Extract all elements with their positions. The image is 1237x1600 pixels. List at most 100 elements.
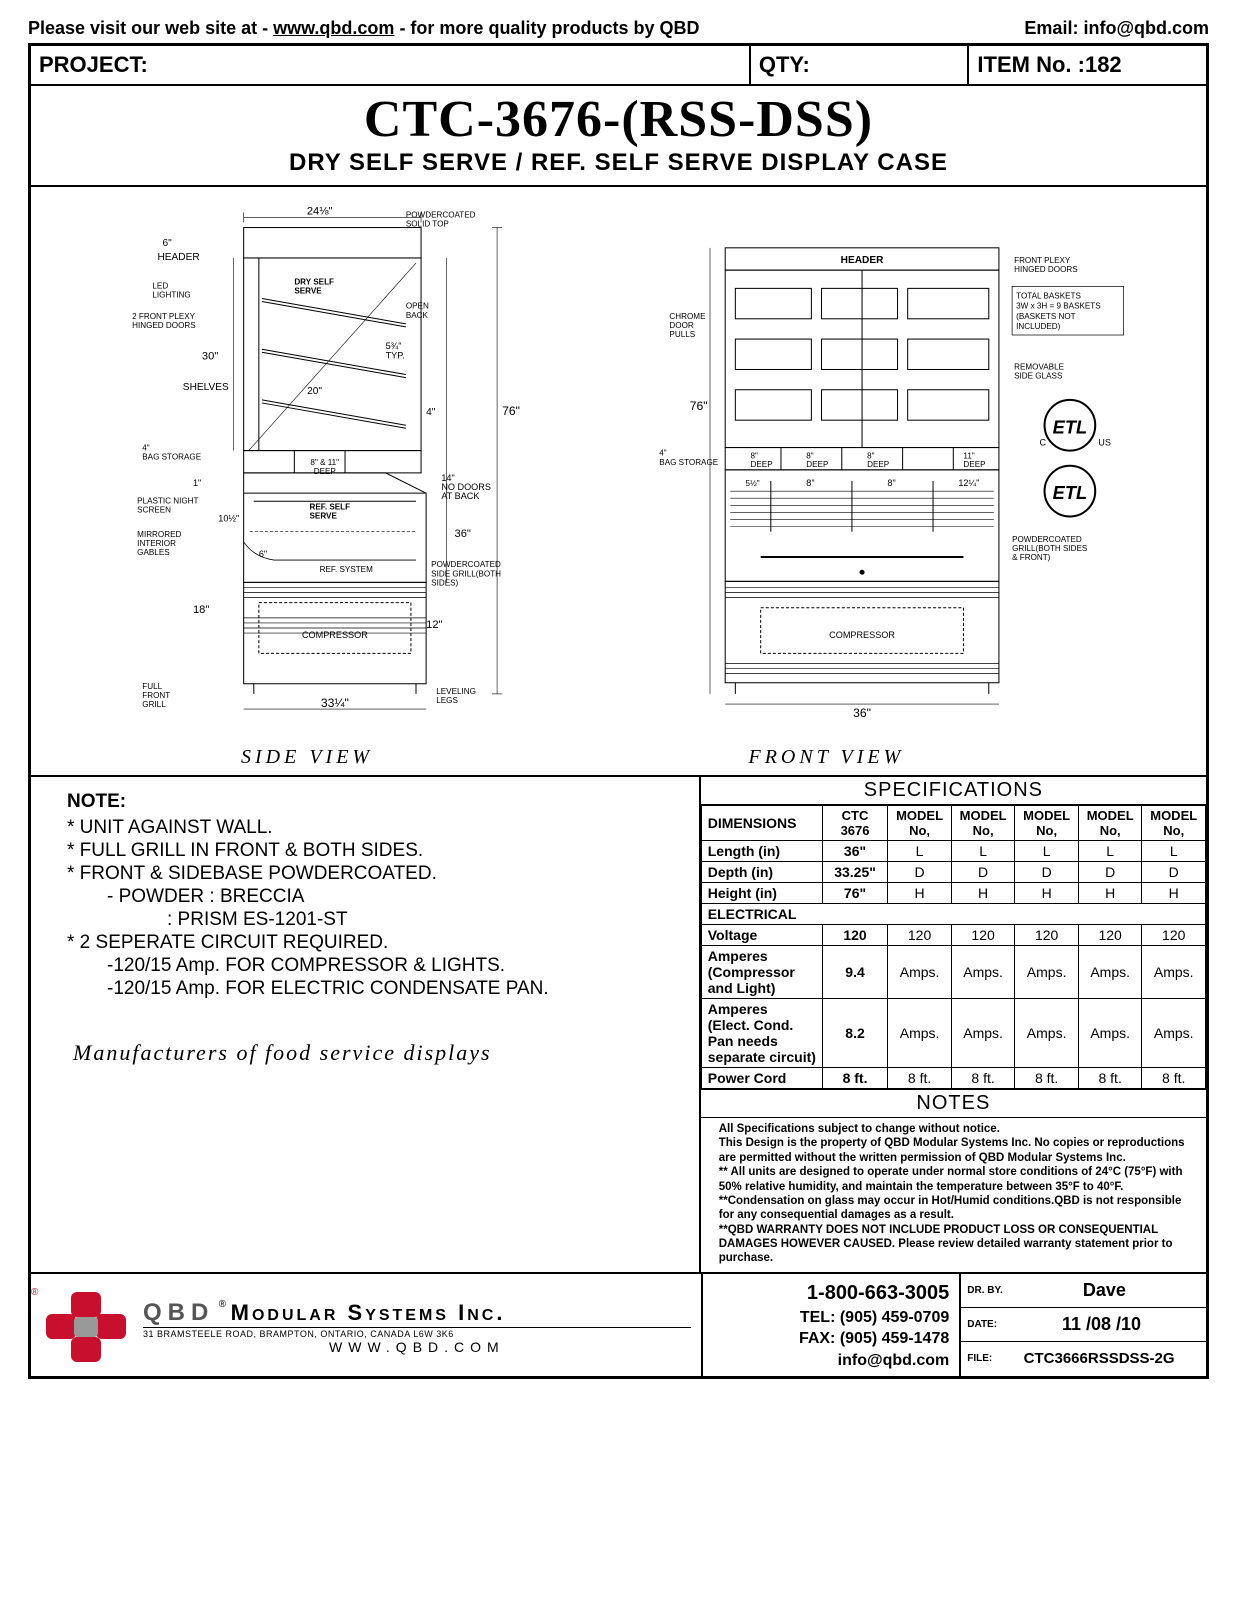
lbl-refsys: REF. SYSTEM <box>320 565 373 574</box>
title-block: CTC-3676-(RSS-DSS) DRY SELF SERVE / REF.… <box>31 86 1206 187</box>
company-web: WWW.QBD.COM <box>143 1339 691 1355</box>
lbl-18: 18" <box>193 604 209 616</box>
svg-text:ETL: ETL <box>1052 416 1086 437</box>
company-address: 31 BRAMSTEELE ROAD, BRAMPTON, ONTARIO, C… <box>143 1327 691 1339</box>
phone-tel: TEL: (905) 459-0709 <box>713 1307 950 1329</box>
lbl-8a: 8" <box>806 478 814 488</box>
lbl-3325: 33¼" <box>321 696 349 710</box>
lbl-compressor: COMPRESSOR <box>302 630 368 640</box>
lbl-top: POWDERCOATEDSOLID TOP <box>406 210 476 228</box>
spec-column: SPECIFICATIONS DIMENSIONS CTC 3676 MODEL… <box>701 777 1206 1272</box>
front-view-label: FRONT VIEW <box>749 746 905 769</box>
side-view: 24⅛" 6" HEADER LEDLIGHTING 2 FRONT PLEXY… <box>31 187 619 775</box>
lbl-1: 1" <box>193 478 201 488</box>
lbl-mirror: MIRROREDINTERIORGABLES <box>137 530 181 557</box>
lbl-4in: 4" <box>426 407 436 418</box>
note-line: - POWDER : BRECCIA <box>67 886 683 908</box>
lbl-8d2: 8"DEEP <box>806 452 828 469</box>
front-view: HEADER CHROMEDOORPULLS 76" 4"BAG STORAGE… <box>619 187 1207 775</box>
phone-toll: 1-800-663-3005 <box>713 1280 950 1307</box>
etl-icon: ETL <box>1044 466 1095 517</box>
lbl-1214: 12¼" <box>958 478 979 488</box>
spec-hdr: MODEL No, <box>1015 806 1079 841</box>
footer: ® QBD ® MODULAR SYSTEMS INC. 31 BRAMSTEE… <box>31 1274 1206 1376</box>
svg-text:US: US <box>1098 438 1111 448</box>
tagline: Manufacturers of food service displays <box>67 1040 683 1066</box>
logo-icon: ® <box>41 1287 131 1367</box>
spec-row: Amperes(Compressor and Light)9.4Amps.Amp… <box>701 946 1205 999</box>
lbl-6: 6" <box>259 549 267 559</box>
spec-sheet: Please visit our web site at - www.qbd.c… <box>0 0 1237 1397</box>
spec-table: DIMENSIONS CTC 3676 MODEL No, MODEL No, … <box>701 805 1206 1089</box>
disclaimer-block: All Specifications subject to change wit… <box>701 1118 1206 1272</box>
lbl-removable: REMOVABLESIDE GLASS <box>1014 362 1064 380</box>
meta-cell: DR. BY.Dave DATE:11 /08 /10 FILE:CTC3666… <box>959 1274 1206 1376</box>
side-view-svg: 24⅛" 6" HEADER LEDLIGHTING 2 FRONT PLEXY… <box>31 187 619 775</box>
drawing-area: 24⅛" 6" HEADER LEDLIGHTING 2 FRONT PLEXY… <box>31 187 1206 777</box>
footer-email: info@qbd.com <box>713 1350 950 1372</box>
lbl-chrome: CHROMEDOORPULLS <box>669 312 706 339</box>
lbl-dry: DRY SELFSERVE <box>294 277 334 295</box>
svg-text:ETL: ETL <box>1052 482 1086 503</box>
email-value: info@qbd.com <box>1083 18 1209 38</box>
qty-cell: QTY: <box>751 46 970 86</box>
lbl-12: 12" <box>426 619 442 631</box>
note-line: * FRONT & SIDEBASE POWDERCOATED. <box>67 863 683 885</box>
logo-cell: ® QBD ® MODULAR SYSTEMS INC. 31 BRAMSTEE… <box>31 1274 701 1376</box>
notes-column: NOTE: * UNIT AGAINST WALL. * FULL GRILL … <box>31 777 701 1272</box>
note-line: * UNIT AGAINST WALL. <box>67 817 683 839</box>
disclaimer-line: This Design is the property of QBD Modul… <box>719 1136 1196 1165</box>
spec-hdr: MODEL No, <box>1142 806 1206 841</box>
etl-us-icon: ETL CUS <box>1039 400 1110 451</box>
spec-header-row: DIMENSIONS CTC 3676 MODEL No, MODEL No, … <box>701 806 1205 841</box>
lbl-baskets: TOTAL BASKETS3W x 3H = 9 BASKETS(BASKETS… <box>1012 286 1124 335</box>
lbl-fgrill: POWDERCOATEDGRILL(BOTH SIDES& FRONT) <box>1012 535 1088 562</box>
lbl-811: 8" & 11"DEEP <box>310 458 339 476</box>
title-sub: DRY SELF SERVE / REF. SELF SERVE DISPLAY… <box>31 149 1206 177</box>
mid-row: NOTE: * UNIT AGAINST WALL. * FULL GRILL … <box>31 777 1206 1274</box>
lbl-30: 30" <box>202 350 218 362</box>
topbar-email: Email: info@qbd.com <box>1024 18 1209 39</box>
reg-mark: ® <box>219 1299 226 1310</box>
lbl-bag: 4"BAG STORAGE <box>142 444 201 462</box>
visit-url: www.qbd.com <box>273 18 394 38</box>
lbl-11d: 11"DEEP <box>963 452 985 469</box>
lbl-8d1: 8"DEEP <box>750 452 772 469</box>
note-line: -120/15 Amp. FOR COMPRESSOR & LIGHTS. <box>67 955 683 977</box>
lbl-doors: 2 FRONT PLEXYHINGED DOORS <box>132 312 196 330</box>
lbl-76: 76" <box>502 404 520 418</box>
lbl-f76: 76" <box>689 399 707 413</box>
project-cell: PROJECT: <box>31 46 751 86</box>
brand-name: QBD <box>143 1299 214 1326</box>
phone-fax: FAX: (905) 459-1478 <box>713 1328 950 1350</box>
title-main: CTC-3676-(RSS-DSS) <box>31 90 1206 149</box>
sheet-frame: PROJECT: QTY: ITEM No. : 182 CTC-3676-(R… <box>28 43 1209 1379</box>
lbl-night: PLASTIC NIGHTSCREEN <box>137 496 198 514</box>
lbl-fullgrill: FULLFRONTGRILL <box>142 682 170 709</box>
spec-hdr: MODEL No, <box>951 806 1015 841</box>
disclaimer-line: All Specifications subject to change wit… <box>719 1122 1196 1136</box>
lbl-8d3: 8"DEEP <box>867 452 889 469</box>
disclaimer-line: **QBD WARRANTY DOES NOT INCLUDE PRODUCT … <box>719 1223 1196 1266</box>
note-line: : PRISM ES-1201-ST <box>67 909 683 931</box>
lbl-header: HEADER <box>157 252 199 263</box>
spec-hdr: MODEL No, <box>1078 806 1142 841</box>
spec-hdr: MODEL No, <box>888 806 952 841</box>
lbl-ref: REF. SELFSERVE <box>310 502 351 520</box>
note-line: -120/15 Amp. FOR ELECTRIC CONDENSATE PAN… <box>67 978 683 1000</box>
notes-title: NOTES <box>701 1089 1206 1118</box>
contact-cell: 1-800-663-3005 TEL: (905) 459-0709 FAX: … <box>701 1274 960 1376</box>
notes-heading: NOTE: <box>67 791 683 813</box>
spec-row: Height (in)76"HHHHH <box>701 883 1205 904</box>
lbl-f36: 36" <box>853 706 871 720</box>
itemno-value: 182 <box>1085 52 1122 78</box>
reg-icon: ® <box>31 1287 38 1298</box>
itemno-cell: ITEM No. : 182 <box>969 46 1206 86</box>
topbar-visit: Please visit our web site at - www.qbd.c… <box>28 18 699 39</box>
visit-suffix: - for more quality products by QBD <box>394 18 699 38</box>
lbl-55: 5½" <box>745 479 759 488</box>
company-name: MODULAR SYSTEMS INC. <box>231 1300 506 1325</box>
header-row: PROJECT: QTY: ITEM No. : 182 <box>31 46 1206 86</box>
spec-hdr: CTC 3676 <box>822 806 888 841</box>
dim-24: 24⅛" <box>307 205 333 217</box>
